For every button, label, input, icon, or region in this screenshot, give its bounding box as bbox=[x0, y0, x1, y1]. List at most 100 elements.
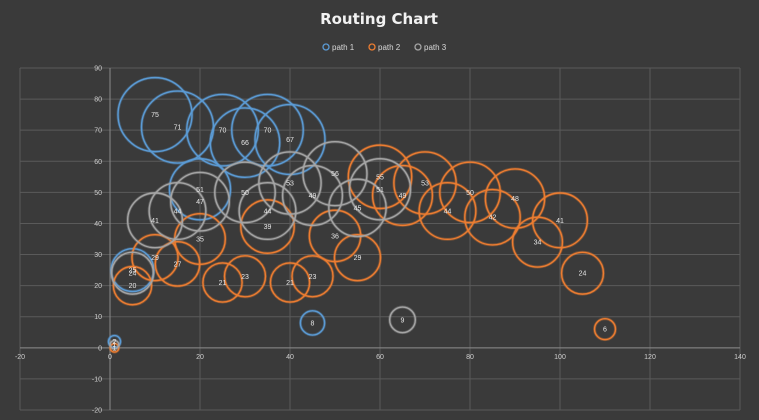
bubble-data-label: 20 bbox=[129, 283, 137, 290]
axes: -20 0 20 40 60 80 100 120 140-20-100102030405060… bbox=[15, 66, 746, 415]
x-tick-label: 140 bbox=[734, 354, 746, 361]
bubble-data-label: 49 bbox=[399, 193, 407, 200]
y-tick-label: 30 bbox=[94, 252, 102, 259]
legend-marker bbox=[414, 43, 422, 51]
bubble bbox=[560, 251, 605, 295]
y-tick-label: -20 bbox=[92, 408, 102, 415]
bubble-data-label: 21 bbox=[219, 280, 227, 287]
y-tick-label: 20 bbox=[94, 283, 102, 290]
bubble-data-label: 8 bbox=[311, 320, 315, 327]
legend: path 1 path 2 path 3 bbox=[322, 43, 447, 52]
bubble bbox=[333, 233, 382, 282]
series-path-3 bbox=[108, 140, 417, 351]
bubble-data-label: 1 bbox=[113, 342, 117, 349]
y-tick-label: -10 bbox=[92, 376, 102, 383]
y-tick-label: 90 bbox=[94, 66, 102, 73]
x-tick-label: 60 bbox=[376, 354, 384, 361]
y-tick-label: 10 bbox=[94, 314, 102, 321]
bubble bbox=[109, 342, 120, 353]
bubble-data-label: 41 bbox=[556, 218, 564, 225]
bubble bbox=[240, 199, 295, 254]
x-tick-label: 40 bbox=[286, 354, 294, 361]
bubble-data-label: 44 bbox=[174, 209, 182, 216]
x-tick-label: 120 bbox=[644, 354, 656, 361]
legend-marker bbox=[368, 43, 376, 51]
bubble bbox=[186, 93, 259, 167]
bubble-data-label: 70 bbox=[219, 128, 227, 135]
bubble bbox=[110, 251, 155, 295]
bubble bbox=[223, 255, 267, 298]
y-tick-label: 50 bbox=[94, 190, 102, 197]
bubble bbox=[209, 107, 281, 179]
y-tick-label: 0 bbox=[98, 345, 102, 352]
bubble-labels: 2 25 75 71 51 70 66 70 67 8 1 20 29 27 35 21 23 39 21 23 36 2… bbox=[113, 112, 608, 352]
bubble-data-label: 48 bbox=[511, 196, 519, 203]
bubble-data-label: 39 bbox=[264, 224, 272, 231]
x-tick-label: -20 bbox=[15, 354, 25, 361]
bubble bbox=[214, 161, 276, 224]
bubble bbox=[371, 164, 434, 227]
bubble bbox=[170, 171, 230, 232]
bubble-data-label: 44 bbox=[444, 209, 452, 216]
bubble-data-label: 75 bbox=[151, 112, 159, 119]
bubble bbox=[393, 151, 457, 215]
y-tick-label: 80 bbox=[94, 97, 102, 104]
bubble bbox=[531, 192, 589, 249]
bubble-data-label: 49 bbox=[309, 193, 317, 200]
bubble-data-label: 29 bbox=[151, 255, 159, 262]
bubble-data-label: 24 bbox=[579, 271, 587, 278]
x-tick-label: 80 bbox=[466, 354, 474, 361]
bubble bbox=[291, 255, 334, 298]
bubble bbox=[347, 144, 413, 210]
bubble-data-label: 9 bbox=[401, 317, 405, 324]
bubble bbox=[202, 262, 243, 303]
bubble bbox=[117, 76, 193, 153]
bubble bbox=[302, 141, 368, 207]
bubble-data-label: 71 bbox=[174, 125, 182, 132]
legend-marker bbox=[322, 43, 330, 51]
bubble bbox=[593, 317, 617, 341]
bubble-data-label: 55 bbox=[376, 174, 384, 181]
legend-label: path 1 bbox=[332, 43, 355, 52]
bubble-data-label: 50 bbox=[241, 190, 249, 197]
bubble-data-label: 23 bbox=[241, 274, 249, 281]
legend-label: path 2 bbox=[378, 43, 401, 52]
y-tick-label: 40 bbox=[94, 221, 102, 228]
bubble bbox=[109, 339, 120, 350]
bubble-data-label: 24 bbox=[129, 271, 137, 278]
bubble-data-label: 27 bbox=[174, 261, 182, 268]
bubble bbox=[464, 188, 521, 246]
bubble-data-label: 42 bbox=[489, 215, 497, 222]
bubble-data-label: 51 bbox=[196, 187, 204, 194]
bubble-data-label: 53 bbox=[286, 181, 294, 188]
legend-item: path 3 bbox=[414, 43, 447, 52]
bubble bbox=[388, 306, 417, 334]
bubble-data-label: 25 bbox=[129, 268, 137, 275]
bubble bbox=[348, 158, 412, 221]
bubble-data-label: 1 bbox=[113, 345, 117, 352]
bubble-data-label: 2 bbox=[113, 339, 117, 346]
bubble-data-label: 36 bbox=[331, 233, 339, 240]
bubble-data-label: 53 bbox=[421, 181, 429, 188]
x-tick-label: 0 bbox=[108, 354, 112, 361]
bubble bbox=[269, 262, 311, 303]
bubble bbox=[238, 181, 297, 241]
bubble bbox=[107, 334, 122, 349]
bubble-data-label: 44 bbox=[264, 209, 272, 216]
bubble bbox=[254, 103, 326, 176]
bubble bbox=[328, 178, 387, 238]
bubble-data-label: 70 bbox=[264, 128, 272, 135]
bubble-data-label: 41 bbox=[151, 218, 159, 225]
x-tick-label: 100 bbox=[554, 354, 566, 361]
bubble bbox=[112, 265, 153, 306]
bubble-data-label: 66 bbox=[241, 140, 249, 147]
bubble-data-label: 56 bbox=[331, 171, 339, 178]
bubble-data-label: 29 bbox=[354, 255, 362, 262]
legend-item: path 1 bbox=[322, 43, 355, 52]
bubble bbox=[281, 164, 344, 227]
bubble-data-label: 47 bbox=[196, 199, 204, 206]
bubble-data-label: 21 bbox=[286, 280, 294, 287]
bubble-data-label: 51 bbox=[376, 187, 384, 194]
bubble bbox=[511, 216, 564, 268]
